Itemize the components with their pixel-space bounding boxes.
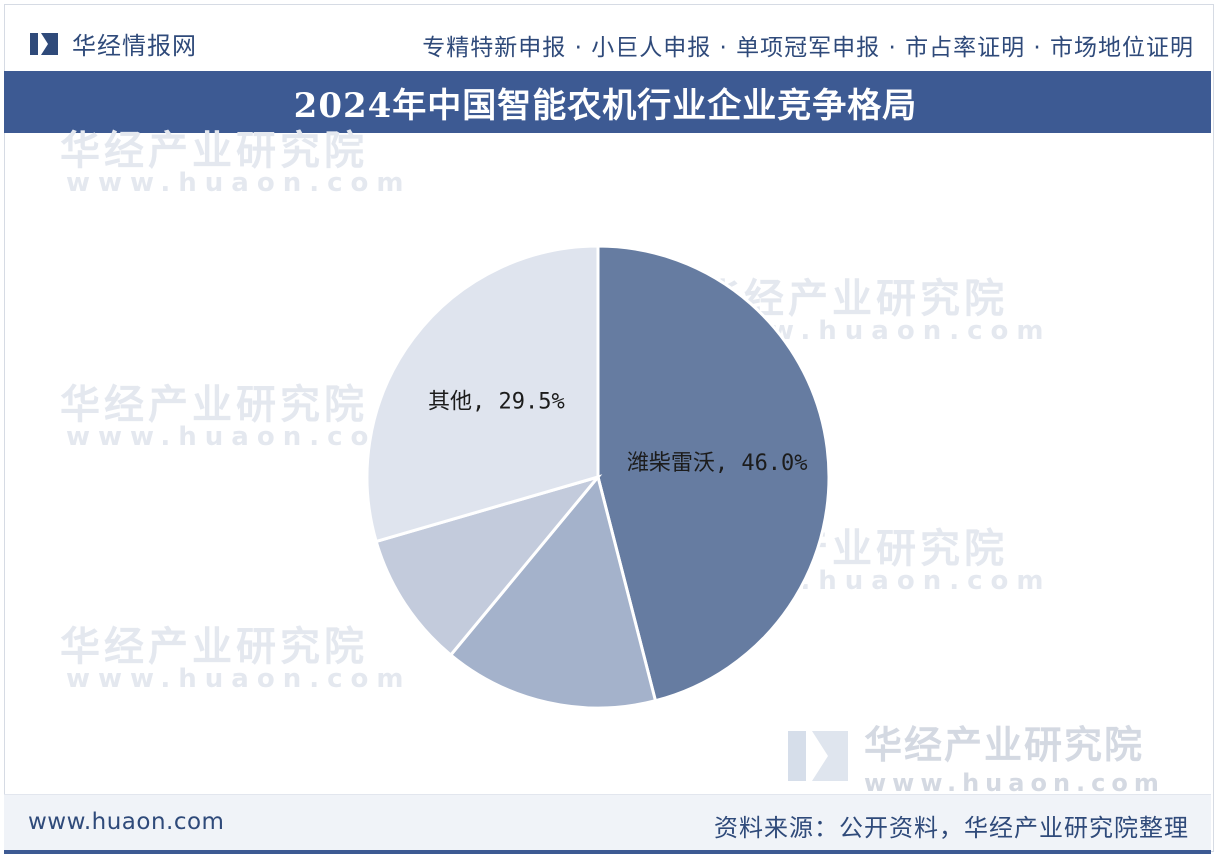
- pie-label-0: 潍柴雷沃, 46.0%: [627, 451, 808, 476]
- watermark-text: 华经产业研究院: [60, 624, 368, 670]
- footer: www.huaon.com 资料来源：公开资料，华经产业研究院整理: [4, 794, 1211, 851]
- top-links[interactable]: 专精特新申报 · 小巨人申报 · 单项冠军申报 · 市占率证明 · 市场地位证明: [422, 35, 1194, 61]
- watermark-text: 华经产业研究院: [864, 723, 1145, 767]
- top-bar: 华经情报网 专精特新申报 · 小巨人申报 · 单项冠军申报 · 市占率证明 · …: [0, 0, 1220, 70]
- brand-logo-icon: [30, 32, 58, 55]
- pie-slice-1: [448, 473, 658, 710]
- title-band: 2024年中国智能农机行业企业竞争格局: [4, 71, 1211, 133]
- brand[interactable]: 华经情报网: [30, 26, 197, 61]
- footer-accent-line: [4, 850, 1211, 854]
- chart-title: 2024年中国智能农机行业企业竞争格局: [293, 85, 918, 126]
- watermark-url: www.huaon.com: [66, 664, 412, 694]
- watermark-url: www.huaon.com: [66, 168, 412, 198]
- brand-name: 华经情报网: [72, 32, 197, 60]
- pie-chart: 潍柴雷沃, 46.0% 其他, 29.5%: [365, 244, 831, 710]
- pie-slice-3: [365, 244, 600, 544]
- watermark-text: 华经产业研究院: [60, 128, 368, 174]
- pie-label-3: 其他, 29.5%: [428, 390, 565, 415]
- pie-slice-2: [374, 474, 603, 658]
- watermark-text: 华经产业研究院: [60, 382, 368, 428]
- footer-source: 资料来源：公开资料，华经产业研究院整理: [714, 814, 1189, 842]
- footer-url[interactable]: www.huaon.com: [28, 809, 225, 835]
- corner-watermark: 华经产业研究院 www.huaon.com: [788, 714, 1165, 797]
- pie-slice-0: [596, 244, 831, 703]
- watermark-url: www.huaon.com: [66, 422, 412, 452]
- watermark-url: www.huaon.com: [864, 769, 1165, 797]
- watermark-logo-icon: [788, 730, 848, 781]
- chart-area: 潍柴雷沃, 46.0% 其他, 29.5%: [0, 134, 1220, 794]
